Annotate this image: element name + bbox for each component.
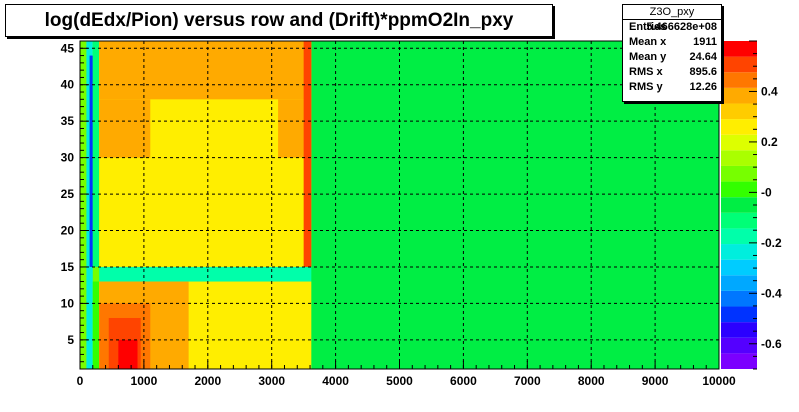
palette-cell (721, 134, 757, 151)
palette-cell (721, 150, 757, 166)
heatmap-cell (89, 55, 93, 267)
stats-box: Z3O_pxy Entries 5.466628e+08 Mean x 1911… (622, 4, 722, 102)
heatmap-cell (99, 99, 151, 158)
z-tick-label: -0.4 (761, 286, 782, 300)
palette-cell (721, 41, 757, 57)
heatmap-cells (80, 41, 719, 369)
y-tick-label: 45 (61, 41, 75, 55)
y-tick-label: 10 (61, 296, 75, 310)
x-tick-label: 5000 (386, 374, 413, 388)
stat-row-entries: Entries 5.466628e+08 (623, 20, 721, 35)
heatmap-cell (92, 41, 100, 267)
stat-label: RMS x (629, 66, 663, 78)
stat-label: RMS y (629, 81, 663, 93)
x-tick-label: 10000 (702, 374, 736, 388)
z-axis: 0.4 0.2 -0 -0.2 -0.4 -0.6 (749, 40, 782, 370)
x-tick-label: 7000 (514, 374, 541, 388)
palette-cell (721, 119, 757, 135)
stat-label: Mean y (629, 51, 667, 63)
palette-cell (721, 290, 757, 307)
z-tick-label: 0.2 (761, 135, 778, 149)
stat-value: 1911 (693, 36, 717, 48)
palette-cell (721, 337, 757, 354)
stat-label: Entries (629, 21, 667, 33)
x-tick-label: 6000 (450, 374, 477, 388)
y-tick-label: 15 (61, 260, 75, 274)
palette-cell (721, 56, 757, 73)
chart-title: log(dEdx/Pion) versus row and (Drift)*pp… (44, 10, 514, 31)
palette-cell (721, 228, 757, 245)
x-tick-label: 9000 (642, 374, 669, 388)
y-tick-label: 30 (61, 151, 75, 165)
z-tick-label: -0.2 (761, 236, 782, 250)
palette-cell (721, 72, 757, 88)
color-palette (721, 41, 757, 369)
y-axis: 5 10 15 20 25 30 35 40 45 (61, 40, 88, 363)
heatmap-cell (99, 266, 312, 282)
x-tick-label: 3000 (258, 374, 285, 388)
stat-value: 12.26 (689, 81, 717, 93)
x-tick-label: 2000 (194, 374, 221, 388)
z-tick-label: -0.6 (761, 337, 782, 351)
y-tick-label: 5 (67, 333, 74, 347)
heatmap-cell (99, 41, 312, 100)
stats-title: Z3O_pxy (623, 5, 721, 20)
grid-lines (80, 41, 719, 369)
x-tick-label: 0 (77, 374, 84, 388)
stat-label: Mean x (629, 36, 667, 48)
x-tick-label: 4000 (322, 374, 349, 388)
heatmap-cell (118, 339, 138, 369)
y-tick-label: 40 (61, 78, 75, 92)
z-tick-label: 0.4 (761, 84, 778, 98)
y-tick-label: 35 (61, 114, 75, 128)
palette-cell (721, 353, 757, 369)
palette-cell (721, 306, 757, 323)
y-tick-label: 25 (61, 187, 75, 201)
palette-cell (721, 87, 757, 104)
stat-row-rms-x: RMS x 895.6 (623, 65, 721, 80)
chart-title-box: log(dEdx/Pion) versus row and (Drift)*pp… (5, 4, 553, 37)
palette-cell (721, 244, 757, 260)
palette-cell (721, 275, 757, 291)
stat-row-mean-y: Mean y 24.64 (623, 50, 721, 65)
stat-row-mean-x: Mean x 1911 (623, 35, 721, 50)
z-tick-label: -0 (761, 185, 772, 199)
stat-row-rms-y: RMS y 12.26 (623, 80, 721, 95)
palette-cell (721, 197, 757, 213)
x-axis: 0 1000 2000 3000 4000 5000 6000 7000 8000 9000 100… (77, 361, 736, 388)
y-tick-label: 20 (61, 224, 75, 238)
x-tick-label: 1000 (131, 374, 158, 388)
palette-cell (721, 181, 757, 198)
heatmap-cell (303, 41, 312, 267)
palette-cell (721, 212, 757, 229)
stat-value: 895.6 (689, 66, 717, 78)
heatmap-cell (92, 281, 100, 369)
palette-cell (721, 259, 757, 276)
palette-cell (721, 103, 757, 120)
palette-cell (721, 322, 757, 338)
palette-cell (721, 165, 757, 182)
x-tick-label: 8000 (578, 374, 605, 388)
stat-value: 24.64 (689, 51, 717, 63)
stat-value: 5.466628e+08 (646, 21, 717, 33)
